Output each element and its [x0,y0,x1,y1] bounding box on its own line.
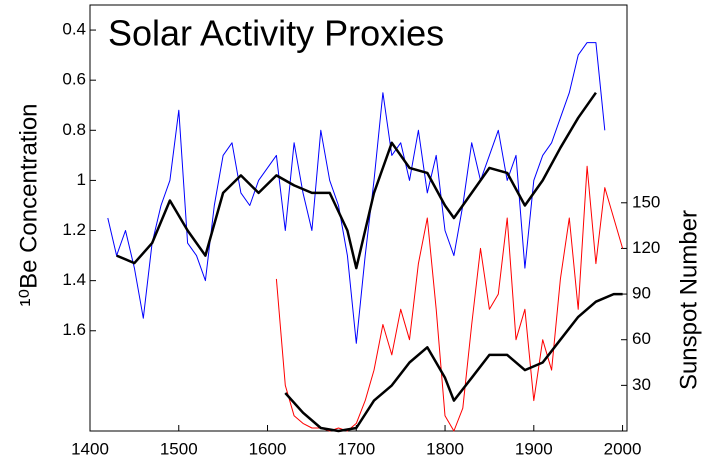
x-tick-label: 1600 [249,439,287,458]
y2-tick-label: 150 [632,192,660,211]
x-tick-label: 2000 [604,439,642,458]
y-tick-label: 1.2 [62,220,86,239]
plot-frame [89,4,628,432]
series-line [107,42,606,344]
y2-tick-label: 90 [632,284,651,303]
y2-axis-label: Sunspot Number [675,210,702,390]
x-tick-label: 1400 [71,439,109,458]
y-tick-label: 0.4 [62,20,86,39]
y-tick-label: 0.6 [62,70,86,89]
y-tick-label: 0.8 [62,120,86,139]
y2-tick-label: 60 [632,329,651,348]
y-tick-label: 1.6 [62,320,86,339]
series-line [116,91,597,270]
y-tick-label: 1.4 [62,270,86,289]
x-tick-label: 1500 [160,439,198,458]
y2-tick-label: 120 [632,238,660,257]
x-tick-label: 1700 [337,439,375,458]
y2-tick-label: 30 [632,375,651,394]
x-tick-label: 1900 [515,439,553,458]
y-axis-label: ¹⁰Be Concentration [15,103,42,306]
chart-title: Solar Activity Proxies [108,13,444,54]
y-tick-label: 1 [77,170,86,189]
x-tick-label: 1800 [426,439,464,458]
series-line [284,292,623,433]
